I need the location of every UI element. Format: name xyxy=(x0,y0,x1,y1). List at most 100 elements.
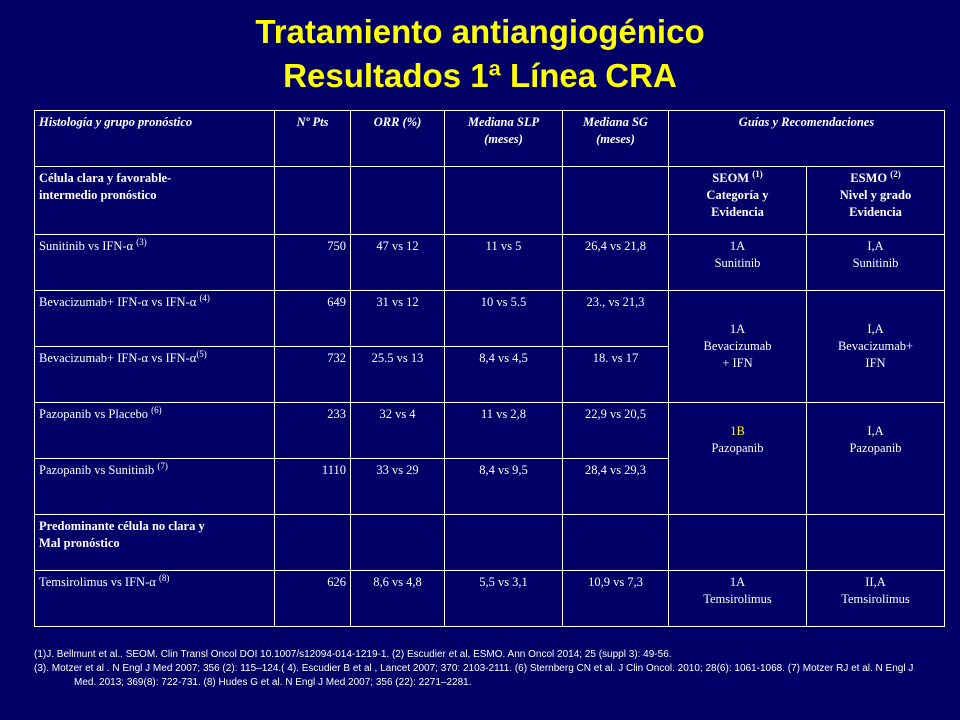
cell-sg: 22,9 vs 20,5 xyxy=(562,402,669,459)
row-name-text: Pazopanib vs Sunitinib xyxy=(39,463,158,477)
seom-value: 1B xyxy=(730,424,745,438)
esmo-header-line1: ESMO (2) xyxy=(811,169,940,187)
empty-cell xyxy=(274,514,351,571)
seom-drug: Pazopanib xyxy=(711,441,764,455)
cell-pts: 233 xyxy=(274,402,351,459)
cell-sg: 18. vs 17 xyxy=(562,346,669,403)
cell-esmo: II,A Temsirolimus xyxy=(805,570,946,627)
seom-header: SEOM (1) Categoría y Evidencia xyxy=(668,166,807,235)
cell-esmo-pazo: I,A Pazopanib xyxy=(805,402,946,515)
cell-esmo: I,A Sunitinib xyxy=(805,234,946,291)
alpha-symbol: α xyxy=(126,239,134,253)
esmo-header: ESMO (2) Nivel y grado Evidencia xyxy=(805,166,946,235)
cell-orr: 32 vs 4 xyxy=(350,402,445,459)
cell-pts: 626 xyxy=(274,570,351,627)
header-slp: Mediana SLP (meses) xyxy=(444,110,563,167)
row-ref: (7) xyxy=(157,460,168,471)
cell-seom: 1A Temsirolimus xyxy=(668,570,807,627)
alpha-symbol: α xyxy=(141,351,149,365)
header-histologia: Histología y grupo pronóstico xyxy=(34,110,275,167)
esmo-header-line2: Nivel y grado xyxy=(839,188,912,202)
cell-pts: 1110 xyxy=(274,458,351,515)
seom-value: 1A xyxy=(729,575,746,589)
row-ref: (4) xyxy=(199,292,210,303)
cell-slp: 8,4 vs 4,5 xyxy=(444,346,563,403)
table-row-bevacizumab-1: Bevacizumab+ IFN-α vs IFN-α (4) 649 31 v… xyxy=(34,290,946,403)
empty-cell xyxy=(805,514,946,571)
header-orr: ORR (%) xyxy=(350,110,445,167)
header-slp-line1: Mediana SLP xyxy=(467,115,540,129)
row-name: Sunitinib vs IFN-α (3) xyxy=(34,234,275,291)
cell-esmo-beva: I,A Bevacizumab+ IFN xyxy=(805,290,946,403)
esmo-drug: Bevacizumab+ xyxy=(837,339,914,353)
table-row-bevacizumab-2: Bevacizumab+ IFN-α vs IFN-α(5) 732 25.5 … xyxy=(34,346,945,403)
group1-label-line2: intermedio pronóstico xyxy=(39,188,157,202)
cell-slp: 10 vs 5.5 xyxy=(444,290,563,347)
cell-orr: 47 vs 12 xyxy=(350,234,445,291)
header-sg: Mediana SG (meses) xyxy=(562,110,669,167)
cell-orr: 33 vs 29 xyxy=(350,458,445,515)
slide-title: Tratamiento antiangiogénico Resultados 1… xyxy=(0,10,960,98)
group2-label: Predominante célula no clara y Mal pronó… xyxy=(34,514,275,571)
seom-value: 1A xyxy=(729,322,746,336)
row-ref: (3) xyxy=(136,236,147,247)
esmo-value: II,A xyxy=(865,575,886,589)
row-name-text: vs IFN- xyxy=(148,295,190,309)
row-name: Temsirolimus vs IFN-α (8) xyxy=(34,570,275,627)
table-row-group2: Predominante célula no clara y Mal pronó… xyxy=(34,514,946,571)
table-row-pazopanib-1: Pazopanib vs Placebo (6) 233 32 vs 4 11 … xyxy=(34,402,946,515)
group1-label: Célula clara y favorable- intermedio pro… xyxy=(34,166,275,235)
row-name-text: Sunitinib vs IFN- xyxy=(39,239,127,253)
alpha-symbol: α xyxy=(189,295,197,309)
cell-orr: 31 vs 12 xyxy=(350,290,445,347)
title-line-2: Resultados 1ª Línea CRA xyxy=(283,57,677,94)
references: (1)J. Bellmunt et al.. SEOM. Clin Transl… xyxy=(34,648,934,690)
results-table: Histología y grupo pronóstico Nº Pts ORR… xyxy=(34,110,946,627)
seom-label: SEOM xyxy=(712,171,750,185)
header-guias: Guías y Recomendaciones xyxy=(667,110,946,167)
alpha-symbol: α xyxy=(189,351,197,365)
alpha-symbol: α xyxy=(149,575,156,589)
cell-sg: 10,9 vs 7,3 xyxy=(562,570,669,627)
seom-drug: Bevacizumab xyxy=(703,339,772,353)
seom-value: 1A xyxy=(729,239,746,253)
table-row-sunitinib: Sunitinib vs IFN-α (3) 750 47 vs 12 11 v… xyxy=(34,234,946,291)
esmo-value: I,A xyxy=(867,239,884,253)
cell-pts: 732 xyxy=(274,346,351,403)
empty-cell xyxy=(444,514,563,571)
cell-sg: 23., vs 21,3 xyxy=(562,290,669,347)
table-row-pazopanib-2: Pazopanib vs Sunitinib (7) 1110 33 vs 29… xyxy=(34,458,945,515)
table-row-group1: Célula clara y favorable- intermedio pro… xyxy=(34,166,946,235)
empty-cell xyxy=(350,514,445,571)
row-ref: (6) xyxy=(151,404,162,415)
reference-line-2: (3). Motzer et al . N Engl J Med 2007; 3… xyxy=(34,663,914,688)
cell-seom: 1A Sunitinib xyxy=(668,234,807,291)
esmo-drug-extra: IFN xyxy=(865,356,886,370)
header-sg-line2: (meses) xyxy=(596,132,635,146)
cell-slp: 8,4 vs 9,5 xyxy=(444,458,563,515)
group1-label-line1: Célula clara y favorable- xyxy=(39,171,172,185)
empty-cell xyxy=(668,514,807,571)
group2-label-line1: Predominante célula no clara y xyxy=(39,519,205,533)
header-sg-line1: Mediana SG xyxy=(583,115,648,129)
reference-line-1: (1)J. Bellmunt et al.. SEOM. Clin Transl… xyxy=(34,649,672,660)
row-name-text: Bevacizumab+ IFN- xyxy=(39,295,142,309)
header-slp-line2: (meses) xyxy=(484,132,523,146)
esmo-label: ESMO xyxy=(850,171,888,185)
cell-seom-pazo: 1B Pazopanib xyxy=(668,402,807,515)
esmo-drug: Pazopanib xyxy=(849,441,902,455)
esmo-drug: Temsirolimus xyxy=(841,592,910,606)
title-line-1: Tratamiento antiangiogénico xyxy=(255,13,705,50)
row-name: Pazopanib vs Placebo (6) xyxy=(34,402,275,459)
cell-pts: 750 xyxy=(274,234,351,291)
cell-pts: 649 xyxy=(274,290,351,347)
cell-seom-beva: 1A Bevacizumab + IFN xyxy=(668,290,807,403)
row-name: Bevacizumab+ IFN-α vs IFN-α (4) xyxy=(34,290,275,347)
alpha-symbol: α xyxy=(141,295,149,309)
group2-label-line2: Mal pronóstico xyxy=(39,536,120,550)
row-name-text: Bevacizumab+ IFN- xyxy=(39,351,142,365)
header-n-pts: Nº Pts xyxy=(274,110,351,167)
esmo-value: I,A xyxy=(867,424,884,438)
seom-header-line2: Categoría y xyxy=(706,188,769,202)
row-name: Pazopanib vs Sunitinib (7) xyxy=(34,458,275,515)
